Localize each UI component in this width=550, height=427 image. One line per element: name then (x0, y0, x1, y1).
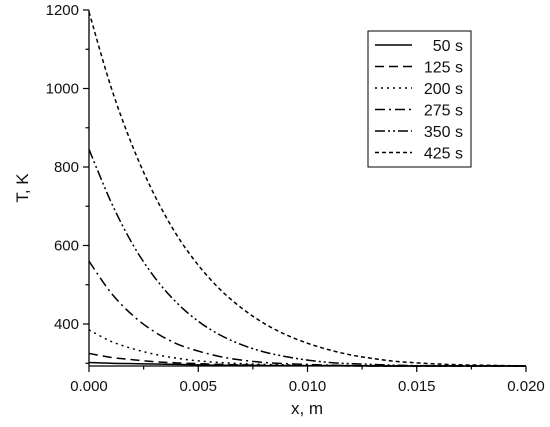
legend-label: 350 s (424, 124, 463, 141)
y-tick-label: 800 (54, 159, 79, 176)
x-tick-label: 0.010 (289, 378, 327, 395)
legend: 50 s 125 s 200 s 275 s 350 s 425 s (367, 30, 472, 168)
legend-label: 425 s (424, 146, 463, 163)
x-tick-label: 0.000 (70, 378, 108, 395)
legend-label: 50 s (433, 38, 463, 55)
x-axis-title: x, m (291, 399, 323, 418)
series-line-425-s (88, 11, 527, 367)
y-tick-label: 1200 (46, 2, 79, 19)
legend-label: 275 s (424, 103, 463, 120)
series-group (88, 11, 527, 367)
series-line-275-s (88, 260, 526, 367)
series-line-350-s (88, 149, 526, 367)
y-axis-title: T, K (13, 173, 32, 203)
y-tick-label: 400 (54, 316, 79, 333)
y-tick-label: 1000 (46, 81, 79, 98)
x-tick-label: 0.015 (398, 378, 436, 395)
x-ticks: 0.000 0.005 0.010 0.015 0.020 (70, 366, 545, 395)
y-tick-label: 600 (54, 238, 79, 255)
legend-label: 125 s (424, 60, 463, 77)
series-line-200-s (88, 329, 526, 367)
legend-label: 200 s (424, 81, 463, 98)
x-tick-label: 0.020 (507, 378, 545, 395)
y-ticks: 400 600 800 1000 1200 (46, 2, 89, 364)
legend-box (367, 30, 472, 168)
x-tick-label: 0.005 (179, 378, 217, 395)
